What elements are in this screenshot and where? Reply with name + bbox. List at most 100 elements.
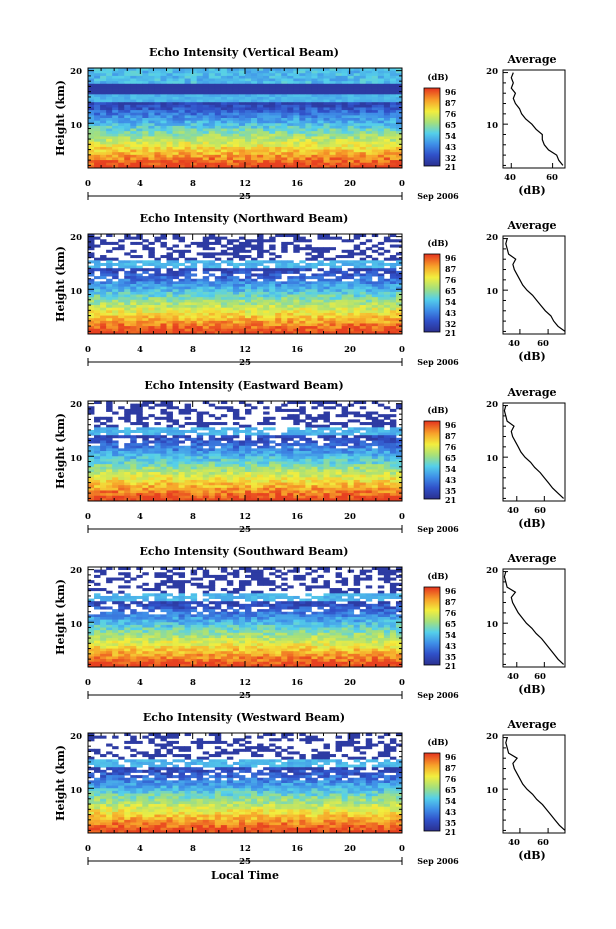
heatmap-cell <box>359 128 367 132</box>
heatmap-cell <box>178 154 186 158</box>
heatmap-cell <box>136 472 143 476</box>
heatmap-cell <box>208 260 216 264</box>
heatmap-cell <box>106 451 113 455</box>
heatmap-cell <box>136 162 143 166</box>
heatmap-cell <box>269 81 276 85</box>
heatmap-cell <box>184 260 192 264</box>
heatmap-cell <box>94 302 101 306</box>
heatmap-cell <box>359 477 367 481</box>
heatmap-cell <box>353 411 361 415</box>
heatmap-cell <box>196 294 204 298</box>
heatmap-cell <box>389 440 397 444</box>
heatmap-cell <box>196 307 204 311</box>
heatmap-cell <box>94 456 101 460</box>
heatmap-cell <box>371 440 379 444</box>
heatmap-cell <box>365 160 373 164</box>
heatmap-cell <box>335 461 343 465</box>
x-tick-label: 16 <box>291 345 303 355</box>
heatmap-cell <box>100 312 107 316</box>
heatmap-cell <box>389 469 397 473</box>
heatmap-cell <box>154 96 161 100</box>
heatmap-cell <box>263 326 270 330</box>
heatmap-cell <box>160 278 167 282</box>
heatmap-cell <box>202 427 210 431</box>
heatmap-cell <box>208 328 216 332</box>
heatmap-cell <box>184 68 192 72</box>
heatmap-cell <box>196 107 204 111</box>
heatmap-cell <box>377 94 385 98</box>
heatmap-cell <box>341 78 349 82</box>
heatmap-cell <box>275 472 282 476</box>
heatmap-cell <box>154 289 161 293</box>
heatmap-cell <box>269 162 276 166</box>
heatmap-cell <box>142 453 149 457</box>
heatmap-cell <box>112 139 119 143</box>
heatmap-cell <box>214 315 222 319</box>
heatmap-cell <box>112 466 119 470</box>
heatmap-cell <box>136 474 143 478</box>
heatmap-cell <box>214 469 222 473</box>
heatmap-cell <box>341 435 349 439</box>
heatmap-cell <box>112 326 119 330</box>
heatmap-cell <box>160 120 167 124</box>
heatmap-cell <box>136 294 143 298</box>
heatmap-cell <box>196 291 204 295</box>
heatmap-cell <box>196 104 204 108</box>
heatmap-cell <box>100 96 107 100</box>
heatmap-cell <box>365 96 373 100</box>
heatmap-cell <box>214 461 222 465</box>
heatmap-cell <box>226 239 234 243</box>
heatmap-cell <box>124 456 131 460</box>
heatmap-cell <box>166 273 173 277</box>
heatmap-cell <box>287 315 294 319</box>
heatmap-cell <box>118 102 125 106</box>
heatmap-cell <box>88 120 95 124</box>
heatmap-cell <box>136 255 143 259</box>
heatmap-cell <box>202 102 210 106</box>
heatmap-cell <box>359 422 367 426</box>
heatmap-cell <box>383 165 391 169</box>
heatmap-cell <box>389 73 397 77</box>
heatmap-cell <box>275 262 282 266</box>
heatmap-cell <box>341 429 349 433</box>
heatmap-cell <box>281 149 288 153</box>
heatmap-cell <box>245 162 252 166</box>
heatmap-cell <box>100 139 107 143</box>
heatmap-cell <box>232 411 240 415</box>
heatmap-cell <box>112 474 119 478</box>
heatmap-cell <box>383 110 391 114</box>
heatmap-cell <box>275 91 282 95</box>
heatmap-cell <box>166 479 173 483</box>
heatmap-cell <box>353 234 361 238</box>
heatmap-cell <box>202 268 210 272</box>
heatmap-cell <box>226 331 234 335</box>
heatmap-cell <box>130 284 137 288</box>
heatmap-cell <box>305 265 312 269</box>
heatmap-cell <box>323 236 330 240</box>
heatmap-cell <box>88 260 95 264</box>
heatmap-cell <box>100 241 107 245</box>
heatmap-cell <box>371 102 379 106</box>
heatmap-cell <box>347 70 355 74</box>
heatmap-cell <box>293 299 300 303</box>
heatmap-cell <box>190 131 198 135</box>
heatmap-cell <box>389 91 397 95</box>
heatmap-cell <box>166 102 173 106</box>
heatmap-cell <box>106 89 113 93</box>
heatmap-cell <box>359 323 367 327</box>
heatmap-cell <box>232 331 240 335</box>
heatmap-cell <box>293 435 300 439</box>
heatmap-cell <box>275 443 282 447</box>
heatmap-cell <box>166 260 173 264</box>
heatmap-cell <box>287 466 294 470</box>
heatmap-cell <box>112 133 119 137</box>
heatmap-cell <box>184 323 192 327</box>
heatmap-cell <box>317 276 324 280</box>
heatmap-cell <box>100 472 107 476</box>
heatmap-cell <box>281 299 288 303</box>
heatmap-cell <box>184 268 192 272</box>
heatmap-cell <box>251 302 258 306</box>
heatmap-cell <box>118 286 125 290</box>
heatmap-cell <box>166 318 173 322</box>
heatmap-cell <box>383 270 391 274</box>
